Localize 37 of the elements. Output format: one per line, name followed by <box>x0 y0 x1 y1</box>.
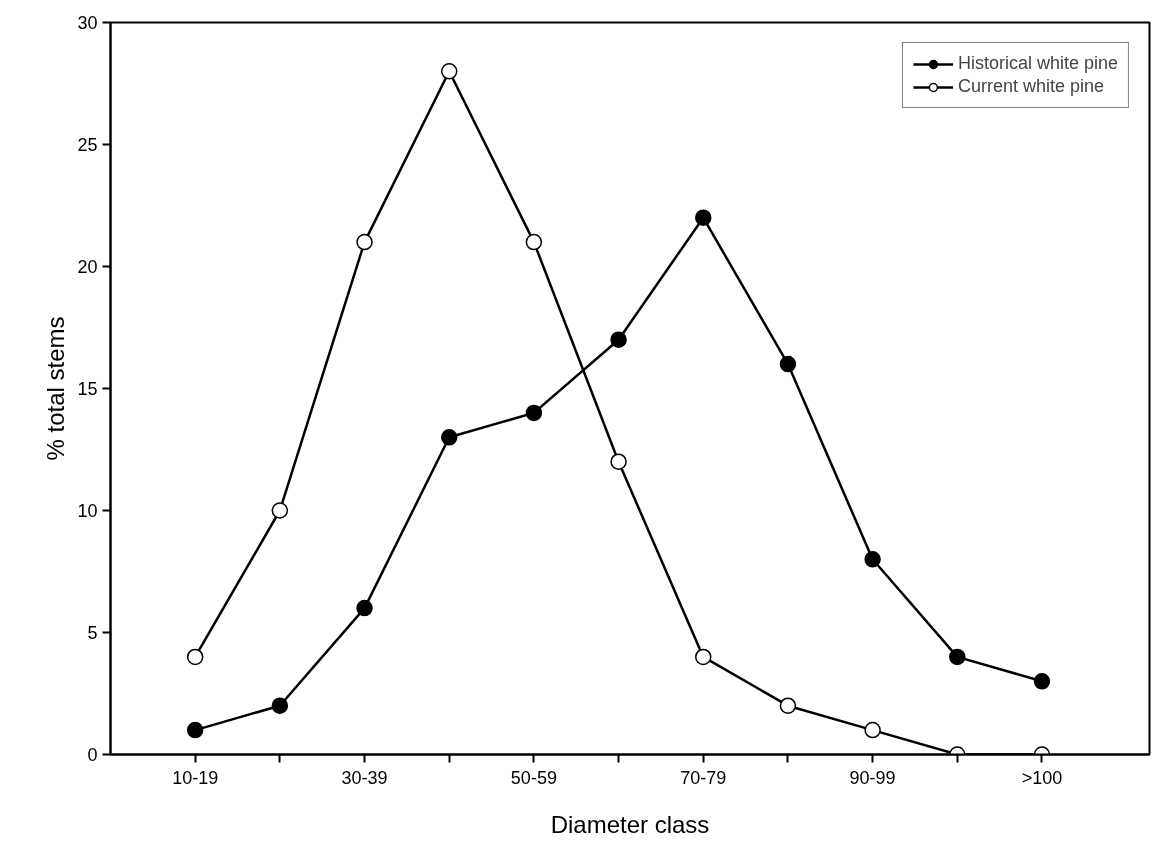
point <box>610 453 627 470</box>
point <box>695 209 712 226</box>
y-axis-title: % total stems <box>42 316 70 461</box>
y-tick-label: 20 <box>77 257 98 277</box>
y-tick-label: 0 <box>87 745 98 765</box>
x-tick-label: 30-39 <box>341 767 388 788</box>
x-tick-label: >100 <box>1021 767 1063 788</box>
x-tick-label: 70-79 <box>680 767 727 788</box>
point <box>271 502 289 519</box>
point <box>440 429 458 446</box>
point <box>186 648 204 666</box>
point <box>610 331 627 348</box>
y-tick-label: 15 <box>77 379 98 399</box>
x-tick-label: 10-19 <box>172 767 219 788</box>
point <box>695 648 712 666</box>
point <box>356 233 373 251</box>
y-tick-label: 25 <box>77 135 98 155</box>
point <box>949 648 966 666</box>
x-axis-title: Diameter class <box>550 810 710 838</box>
point <box>779 697 797 714</box>
point <box>356 599 373 617</box>
point <box>271 697 289 714</box>
x-tick-label: 50-59 <box>510 767 557 788</box>
point <box>864 551 881 568</box>
legend-label: Historical white pine <box>957 53 1118 74</box>
y-tick-label: 10 <box>77 501 98 521</box>
y-tick-label: 30 <box>77 13 98 33</box>
y-tick-label: 5 <box>87 623 98 643</box>
point <box>779 355 797 373</box>
point <box>525 233 543 251</box>
point <box>864 721 881 739</box>
point <box>440 63 458 80</box>
point <box>1033 673 1051 690</box>
x-tick-label: 90-99 <box>849 767 896 788</box>
point <box>186 721 204 739</box>
legend-label: Current white pine <box>957 76 1104 97</box>
point <box>525 404 543 422</box>
